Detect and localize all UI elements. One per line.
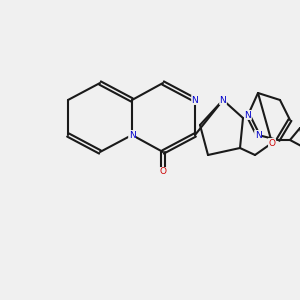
Text: O: O	[268, 139, 275, 148]
Text: O: O	[160, 167, 167, 176]
Text: N: N	[220, 95, 226, 104]
Text: N: N	[129, 130, 135, 140]
Text: N: N	[255, 130, 261, 140]
Text: N: N	[192, 95, 198, 104]
Text: N: N	[244, 110, 251, 119]
